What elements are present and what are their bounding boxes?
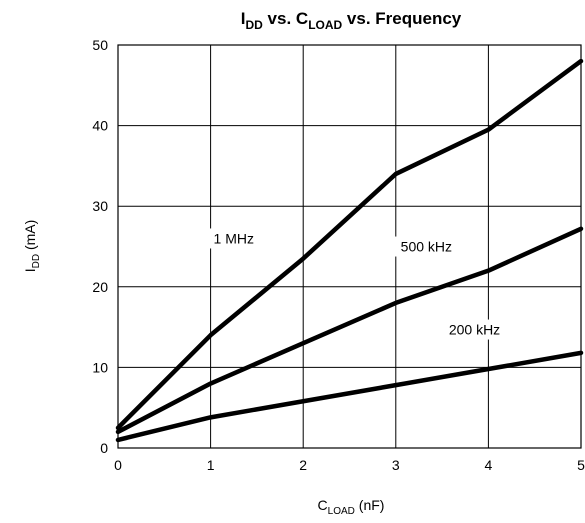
series-line [115,226,584,435]
series-label-background [440,319,509,340]
series-label-background [392,236,461,257]
x-tick-label: 5 [577,457,585,473]
y-axis-label-main: I [22,268,38,272]
series-label-background [208,228,260,249]
series-line [115,350,584,443]
series-label: 1 MHz [214,230,254,246]
title-rest1: vs. C [263,9,308,28]
x-tick-label: 1 [207,457,215,473]
y-tick-label: 30 [92,198,108,214]
y-tick-label: 40 [92,118,108,134]
title-main: I [241,9,246,28]
y-axis-label-sub: DD [31,254,42,268]
y-tick-label: 0 [100,440,108,456]
series-line [115,58,584,431]
y-tick-label: 50 [92,37,108,53]
title-rest2: vs. Frequency [342,9,462,28]
series-labels: 1 MHz 500 kHz 200 kHz [208,228,509,340]
title-rest1-sub: LOAD [308,18,342,32]
x-tick-label: 2 [299,457,307,473]
x-axis-label-main: C [318,497,328,513]
x-axis-label-unit: (nF) [355,497,385,513]
plot-frame [117,44,582,449]
x-tick-label: 0 [114,457,122,473]
series-label: 500 kHz [401,239,452,255]
x-tick-label: 3 [392,457,400,473]
x-axis-label: CLOAD (nF) [318,497,385,517]
y-axis-label-unit: (mA) [22,220,38,254]
x-axis-label-sub: LOAD [328,506,355,517]
y-tick-label: 10 [92,359,108,375]
grid [117,44,582,449]
y-axis-label: IDD (mA) [22,220,42,273]
series-label: 200 kHz [449,322,500,338]
series-lines [115,58,584,443]
chart-title: IDD vs. CLOAD vs. Frequency [241,9,462,32]
title-main-sub: DD [245,18,263,32]
y-tick-label: 20 [92,279,108,295]
x-tick-label: 4 [485,457,493,473]
